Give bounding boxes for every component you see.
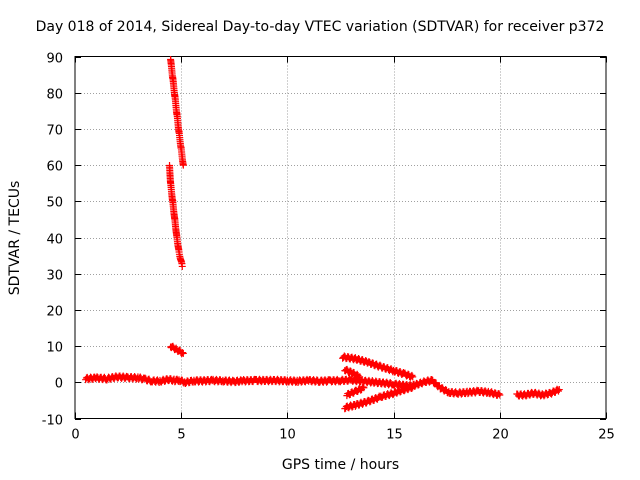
y-tick-label: 40 <box>46 233 63 248</box>
data-point <box>555 387 562 395</box>
y-tick-label: 20 <box>46 305 63 320</box>
y-tick-label: 10 <box>46 341 63 356</box>
x-tick-label: 20 <box>492 428 509 443</box>
gridlines <box>75 56 606 419</box>
x-tick-label: 15 <box>386 428 403 443</box>
y-tick-label: 0 <box>55 377 63 392</box>
data-point <box>360 384 368 392</box>
plot-border <box>74 56 607 419</box>
y-ticks: -10 0 10 20 30 40 50 60 70 80 90 <box>42 52 606 429</box>
y-tick-label: 70 <box>46 124 63 139</box>
data-point <box>179 349 187 357</box>
y-tick-label: 50 <box>46 196 63 211</box>
x-tick-label: 5 <box>177 428 185 443</box>
y-tick-label: 60 <box>46 160 63 175</box>
y-axis-label: SDTVAR / TECUs <box>7 180 23 296</box>
x-tick-label: 10 <box>279 428 296 443</box>
data-point <box>407 372 415 380</box>
data-point <box>179 349 187 357</box>
data-point <box>356 373 364 381</box>
data-point <box>355 373 363 381</box>
data-point <box>179 161 187 169</box>
data-point <box>555 386 563 394</box>
x-tick-label: 0 <box>71 428 79 443</box>
data-point <box>408 371 416 379</box>
data-point <box>409 373 417 381</box>
data-point <box>495 390 503 398</box>
x-tick-label: 25 <box>598 428 615 443</box>
x-ticks: 0 5 10 15 20 25 <box>71 56 615 443</box>
data-points <box>82 55 563 413</box>
y-tick-label: 90 <box>46 52 63 67</box>
y-tick-label: 30 <box>46 269 63 284</box>
x-axis-label: GPS time / hours <box>281 457 400 473</box>
data-point <box>428 375 436 383</box>
data-point <box>178 262 186 270</box>
y-tick-label: -10 <box>42 414 63 429</box>
chart-title: Day 018 of 2014, Sidereal Day-to-day VTE… <box>35 19 605 35</box>
data-point <box>496 391 504 399</box>
data-point <box>359 383 367 391</box>
data-point <box>409 383 417 391</box>
data-point <box>408 384 416 392</box>
y-tick-label: 80 <box>46 88 63 103</box>
